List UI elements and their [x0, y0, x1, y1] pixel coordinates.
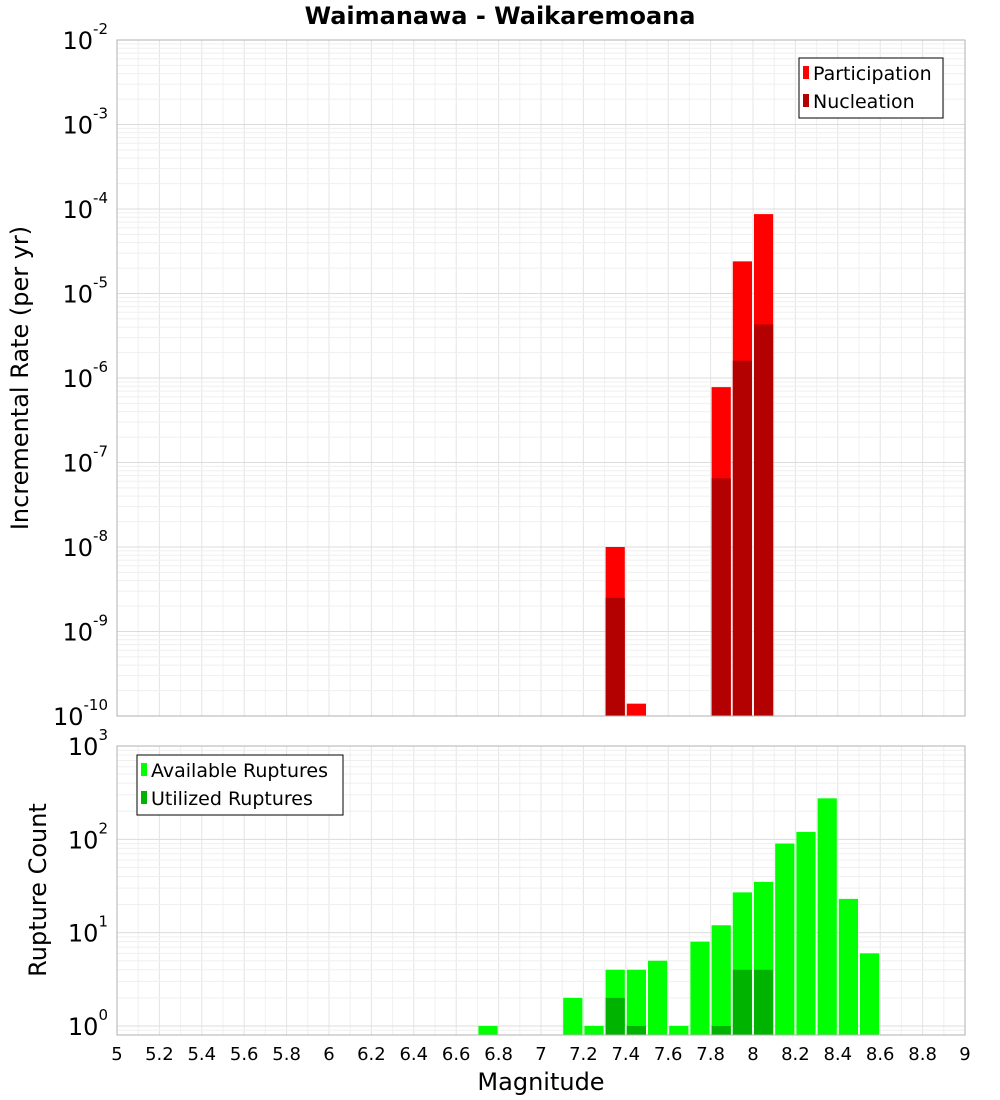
chart-title: Waimanawa - Waikaremoana [305, 2, 696, 30]
x-tick-label: 7.8 [696, 1044, 725, 1065]
legend-swatch [141, 763, 147, 776]
top-bar-participation [626, 703, 646, 716]
top-bars [605, 214, 774, 716]
y-tick-label: 10-5 [62, 274, 108, 309]
x-tick-label: 5 [111, 1044, 122, 1065]
top-y-tick-labels: 10-10 10-9 10-8 10-7 10-6 10-5 10-4 10-3 10-2 [53, 20, 108, 731]
y-tick-label: 10-7 [62, 443, 108, 478]
top-legend: Participation Nucleation [798, 57, 944, 119]
bottom-bar-available-ruptures [817, 798, 837, 1035]
legend-entry: Available Ruptures [151, 760, 328, 782]
x-tick-label: 6.8 [484, 1044, 513, 1065]
top-panel: 10-10 10-9 10-8 10-7 10-6 10-5 10-4 10-3 10-2 In… [6, 20, 966, 731]
bottom-bar-available-ruptures [838, 898, 858, 1035]
x-tick-label: 6.2 [357, 1044, 386, 1065]
legend-box [136, 754, 344, 816]
x-tick-label: 7 [535, 1044, 546, 1065]
legend-swatch [803, 94, 809, 107]
x-tick-label: 5.6 [230, 1044, 259, 1065]
bottom-plot-border [116, 745, 966, 1036]
bottom-bar-available-ruptures [478, 1025, 498, 1035]
top-bar-nucleation [605, 597, 625, 716]
y-tick-label: 10-6 [62, 358, 108, 393]
x-tick-label: 7.2 [569, 1044, 598, 1065]
x-tick-label: 8 [747, 1044, 758, 1065]
top-plot-border [116, 39, 966, 717]
x-tick-label: 5.4 [187, 1044, 216, 1065]
y-tick-label: 10-9 [62, 612, 108, 647]
x-tick-label: 8.2 [781, 1044, 810, 1065]
x-tick-label: 6.6 [442, 1044, 471, 1065]
bottom-bar-utilized-ruptures [711, 1025, 731, 1035]
y-tick-label: 102 [68, 819, 108, 854]
legend-entry: Participation [813, 63, 932, 85]
bottom-bar-utilized-ruptures [754, 969, 774, 1035]
bottom-legend: Available Ruptures Utilized Ruptures [136, 754, 344, 816]
bottom-bar-available-ruptures [796, 831, 816, 1035]
x-axis-label: Magnitude [477, 1068, 604, 1096]
y-tick-label: 10-3 [62, 105, 108, 140]
top-grid [116, 40, 966, 717]
y-tick-label: 10-2 [62, 20, 108, 55]
y-tick-label: 10-8 [62, 527, 108, 562]
legend-entry: Utilized Ruptures [151, 788, 313, 810]
bottom-y-axis-label: Rupture Count [24, 803, 52, 977]
x-tick-label: 5.8 [272, 1044, 301, 1065]
bottom-panel: 100 101 102 103 5 5.2 5.4 5.6 5.8 6 6.2 6.4 6.6 6.8 7… [24, 726, 971, 1096]
y-tick-label: 10-10 [53, 696, 108, 731]
bottom-bar-available-ruptures [648, 960, 668, 1035]
x-tick-label: 8.8 [908, 1044, 937, 1065]
top-bar-nucleation [732, 360, 752, 716]
bottom-bar-available-ruptures [626, 969, 646, 1035]
x-tick-label: 8.4 [823, 1044, 852, 1065]
bottom-bar-utilized-ruptures [626, 1025, 646, 1035]
x-tick-label: 6.4 [399, 1044, 428, 1065]
bottom-bar-available-ruptures [775, 843, 795, 1035]
y-tick-label: 100 [68, 1006, 108, 1041]
bottom-bar-available-ruptures [860, 953, 880, 1035]
y-tick-label: 10-4 [62, 189, 108, 224]
bottom-bar-utilized-ruptures [605, 997, 625, 1035]
x-tick-label: 7.6 [654, 1044, 683, 1065]
x-tick-label: 7.4 [611, 1044, 640, 1065]
bottom-bars [478, 798, 880, 1035]
top-bar-nucleation [711, 478, 731, 716]
x-tick-label: 5.2 [145, 1044, 174, 1065]
x-tick-label: 8.6 [866, 1044, 895, 1065]
y-tick-label: 101 [68, 913, 108, 948]
legend-box [798, 57, 944, 119]
bottom-bar-available-ruptures [711, 925, 731, 1035]
top-y-axis-label: Incremental Rate (per yr) [6, 226, 34, 530]
legend-swatch [141, 791, 147, 804]
bottom-y-tick-labels: 100 101 102 103 [68, 726, 108, 1041]
bottom-bar-available-ruptures [584, 1025, 604, 1035]
bottom-bar-available-ruptures [690, 941, 710, 1035]
bottom-bar-utilized-ruptures [732, 969, 752, 1035]
legend-entry: Nucleation [813, 91, 915, 113]
x-tick-label: 9 [959, 1044, 970, 1065]
bottom-bar-available-ruptures [563, 997, 583, 1035]
legend-swatch [803, 66, 809, 79]
top-bar-nucleation [754, 324, 774, 716]
bottom-x-tick-labels: 5 5.2 5.4 5.6 5.8 6 6.2 6.4 6.6 6.8 7 7.2 7.4 7.6 7.8 8… [111, 1044, 970, 1065]
y-tick-label: 103 [68, 726, 108, 761]
x-tick-label: 6 [323, 1044, 334, 1065]
bottom-bar-available-ruptures [669, 1025, 689, 1035]
